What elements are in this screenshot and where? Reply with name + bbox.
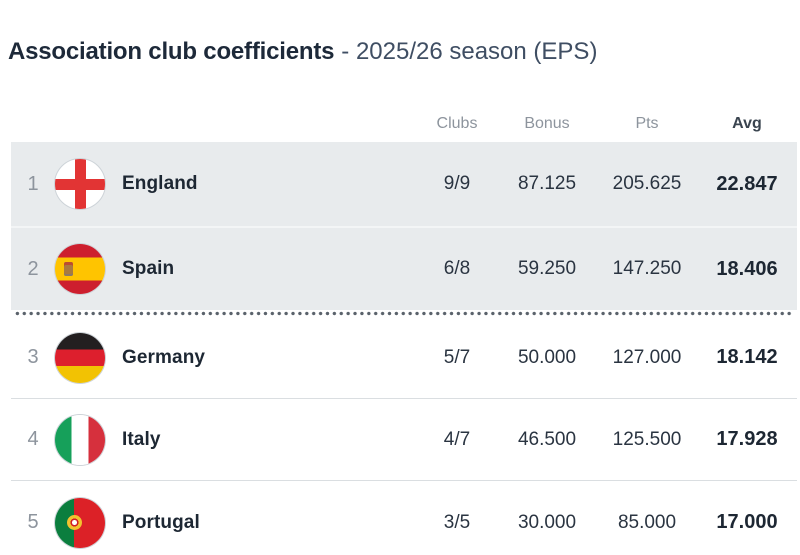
table-row: 2 Spain 6/8 59.250 147.250 18.406 [11,226,797,310]
page-title: Association club coefficients - 2025/26 s… [8,36,800,68]
avg-cell: 17.928 [716,428,778,450]
rank-cell: 1 [27,172,39,195]
rank-cell: 2 [27,257,39,280]
rank-cell: 3 [27,346,39,368]
country-name: Italy [122,428,161,450]
pts-cell: 85.000 [617,511,677,533]
flag-emblem [64,262,73,276]
column-header-clubs: Clubs [436,114,478,132]
england-flag-icon [55,159,105,209]
column-header-pts: Pts [635,114,659,132]
rank-cell: 4 [27,428,39,450]
italy-flag-icon [55,414,105,465]
avg-cell: 17.000 [716,511,778,533]
clubs-cell: 5/7 [443,346,471,368]
flag-emblem [66,515,82,530]
bonus-cell: 30.000 [517,511,577,533]
flag-cross-vertical [74,159,86,209]
country-name: Germany [122,346,206,368]
column-header-bonus: Bonus [524,114,570,132]
table-body: 1 England 9/9 87.125 205.625 22.847 2 Sp… [11,142,797,555]
country-name: England [122,173,198,194]
rank-cell: 5 [27,511,39,533]
page-title-main: Association club coefficients [8,38,335,65]
bonus-cell: 50.000 [517,346,577,368]
avg-cell: 22.847 [716,172,778,195]
table-row: 3 Germany 5/7 50.000 127.000 18.142 [11,317,797,399]
portugal-flag-icon [55,497,105,548]
pts-cell: 127.000 [612,346,682,368]
country-name: Spain [122,258,175,279]
clubs-cell: 3/5 [443,511,471,533]
column-header-avg: Avg [732,114,762,132]
clubs-cell: 6/8 [443,258,471,279]
spain-flag-icon [55,244,105,294]
pts-cell: 205.625 [612,173,682,194]
table-row: 1 England 9/9 87.125 205.625 22.847 [11,142,797,226]
table-row: 4 Italy 4/7 46.500 125.500 17.928 [11,399,797,481]
bonus-cell: 59.250 [517,258,577,279]
country-name: Portugal [122,511,200,533]
avg-cell: 18.406 [716,257,778,280]
germany-flag-icon [55,332,105,383]
avg-cell: 18.142 [716,346,778,368]
table-row: 5 Portugal 3/5 30.000 85.000 17.000 [11,481,797,555]
coefficients-table: Clubs Bonus Pts Avg 1 England 9/9 87.125… [11,105,797,555]
pts-cell: 125.500 [612,428,682,450]
clubs-cell: 4/7 [443,428,471,450]
clubs-cell: 9/9 [443,173,471,194]
bonus-cell: 46.500 [517,428,577,450]
pts-cell: 147.250 [612,258,682,279]
table-header-row: Clubs Bonus Pts Avg [11,105,797,142]
page-title-season: - 2025/26 season (EPS) [341,38,598,65]
bonus-cell: 87.125 [517,173,577,194]
qualification-cutoff-divider [14,310,794,317]
